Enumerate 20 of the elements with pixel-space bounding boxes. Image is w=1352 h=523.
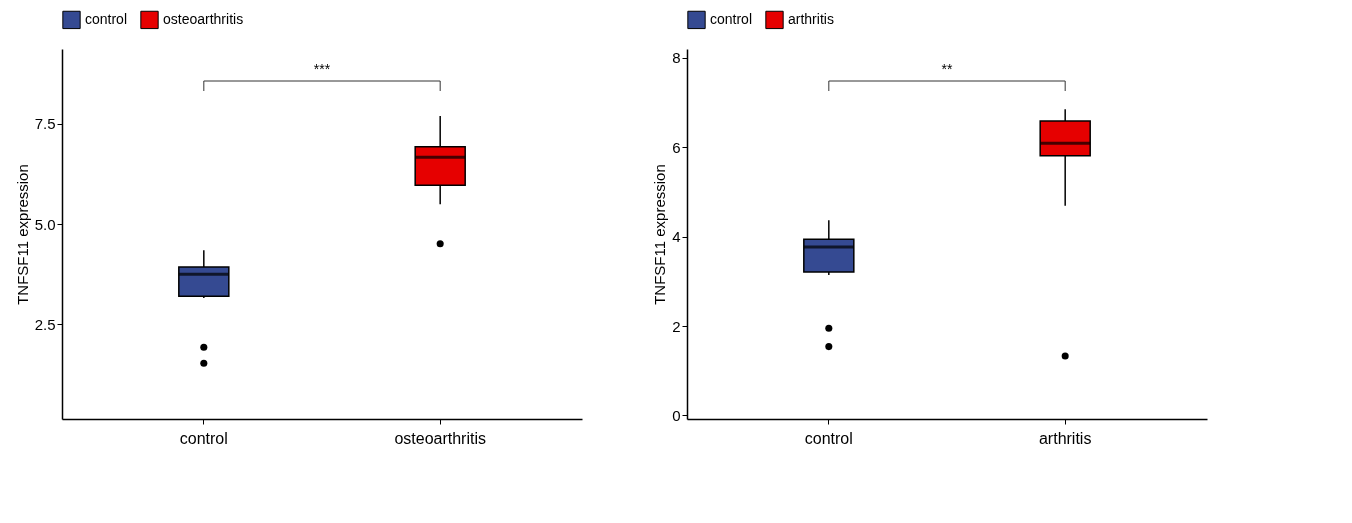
x-tick-label: control bbox=[179, 429, 228, 447]
legend-label: control bbox=[85, 10, 128, 27]
legend-label: osteoarthritis bbox=[163, 10, 244, 27]
x-tick-label: arthritis bbox=[1038, 429, 1092, 447]
y-tick-label: 0 bbox=[672, 406, 681, 424]
y-axis-title: TNFSF11 expression bbox=[13, 164, 31, 305]
y-tick-label: 8 bbox=[672, 49, 681, 67]
annotation: ** bbox=[941, 61, 953, 77]
y-tick-label: 2 bbox=[672, 317, 681, 335]
y-tick-label: 7.5 bbox=[34, 115, 56, 133]
x-tick-label: osteoarthritis bbox=[394, 429, 486, 447]
y-tick-label: 4 bbox=[672, 228, 681, 246]
legend-label: arthritis bbox=[788, 10, 834, 27]
y-axis-title: TNFSF11 expression bbox=[651, 164, 669, 305]
annotation: *** bbox=[313, 61, 331, 77]
legend-label: control bbox=[710, 10, 753, 27]
y-tick-label: 5.0 bbox=[34, 215, 56, 233]
x-tick-label: control bbox=[804, 429, 853, 447]
y-tick-label: 6 bbox=[672, 138, 681, 156]
y-tick-label: 2.5 bbox=[34, 315, 56, 333]
